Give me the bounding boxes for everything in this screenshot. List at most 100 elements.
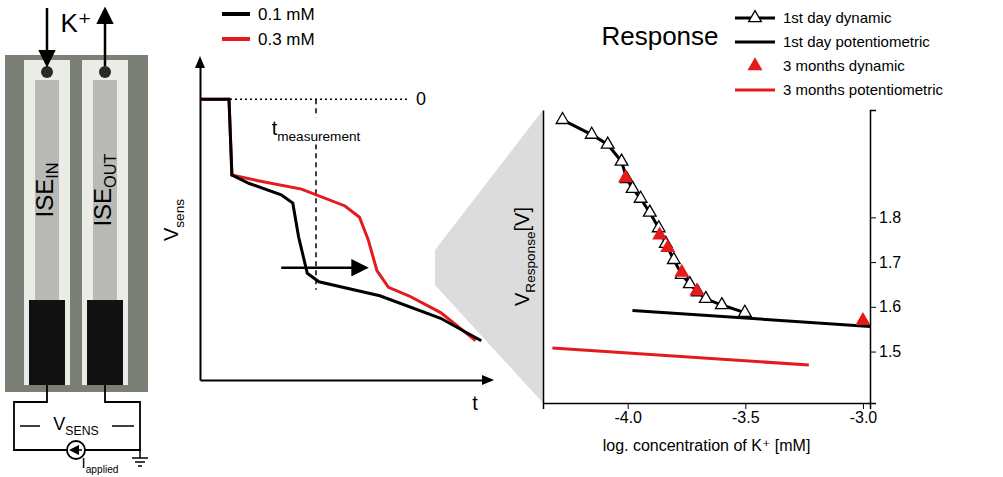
measurement-label: tmeasurement	[272, 117, 361, 144]
legend-swatch	[749, 59, 762, 70]
data-point	[683, 277, 696, 288]
legend-swatch	[222, 12, 250, 16]
data-point	[634, 191, 647, 202]
data-point	[601, 137, 614, 148]
current-arrow	[71, 449, 82, 451]
tick-mark	[870, 352, 876, 353]
data-point	[585, 127, 598, 138]
x-axis	[201, 380, 491, 381]
text-part: [V]	[511, 207, 533, 231]
text-part: ISE	[31, 179, 58, 218]
chart-title: Response	[601, 21, 718, 51]
axis-arrowhead	[482, 375, 494, 385]
text-part: V	[53, 414, 65, 434]
text-part: applied	[86, 464, 119, 475]
strip	[24, 60, 70, 385]
inlet-hole	[99, 66, 111, 78]
strip	[82, 60, 128, 385]
y-tick: 1.7	[870, 254, 901, 271]
axis-line	[543, 111, 545, 404]
photo-background	[5, 55, 148, 392]
tick-mark	[870, 307, 876, 308]
tick-mark	[870, 217, 876, 218]
axis-line	[201, 380, 491, 382]
contact-pad	[87, 300, 123, 385]
y-axis: 1.51.61.71.8	[870, 111, 901, 404]
inlet-hole	[41, 66, 53, 78]
tick-label: -4.0	[614, 409, 642, 426]
tick-label: -3.0	[850, 409, 878, 426]
x-axis-title: t	[472, 392, 478, 414]
data-point	[626, 181, 639, 192]
flow-arrow-in	[46, 8, 49, 64]
x-tick: -3.0	[850, 403, 878, 426]
series-line	[200, 99, 481, 340]
data-point	[619, 171, 632, 182]
y-axis-title: Vsens	[160, 199, 187, 241]
series-line	[563, 120, 745, 313]
legend-label: 3 months potentiometric	[783, 81, 944, 98]
text-part: Response	[523, 231, 538, 292]
axis-arrowhead	[195, 56, 205, 68]
strip-label: ISEIN	[31, 163, 61, 218]
legend-label: 0.3 mM	[258, 30, 315, 49]
plot-area	[200, 99, 481, 340]
tick-mark	[628, 403, 629, 409]
data-point	[857, 313, 870, 324]
axis-line	[871, 111, 877, 404]
zoom-wedge	[435, 110, 543, 403]
data-point	[738, 305, 751, 316]
contact-pad	[29, 300, 65, 385]
legend-swatch	[735, 41, 775, 44]
tick-mark	[745, 403, 746, 409]
legend-swatch	[222, 37, 250, 41]
data-point	[667, 253, 680, 264]
label-background	[270, 117, 363, 144]
text-part: ISE	[89, 188, 116, 227]
legend-swatch	[735, 89, 775, 92]
text-part: sens	[172, 199, 187, 228]
text-part: IN	[44, 163, 62, 179]
legend-label: 1st day dynamic	[783, 9, 892, 26]
axis-line	[200, 61, 202, 381]
series-line	[200, 99, 476, 340]
strip-label: ISEOUT	[89, 153, 119, 226]
current-label: Iapplied	[81, 454, 118, 475]
text-part: V	[511, 292, 533, 306]
y-axis-title: VResponse[V]	[511, 207, 538, 306]
reference-line	[200, 99, 410, 101]
shift-arrow	[281, 266, 365, 269]
ion-label: K⁺	[60, 8, 91, 38]
data-point	[715, 298, 728, 309]
axis-line	[544, 404, 871, 410]
y-tick: 1.5	[870, 343, 901, 360]
legend-label: 0.1 mM	[258, 5, 315, 24]
series-line	[632, 310, 870, 326]
flow-arrow-out	[104, 10, 107, 66]
tick-label: -3.5	[732, 409, 760, 426]
legend-label: 1st day potentiometric	[783, 33, 930, 50]
y-tick: 1.6	[870, 298, 901, 315]
tick-mark	[863, 403, 864, 409]
figure: ISEINISEOUTK⁺VSENSIappliedVsenst0tmeasur…	[0, 0, 1003, 477]
tick-label: 1.5	[879, 343, 901, 360]
data-point	[661, 240, 674, 251]
sensor-photo: ISEINISEOUTK⁺VSENSIapplied	[5, 8, 148, 475]
tick-label: 1.6	[879, 298, 901, 315]
data-point	[691, 285, 704, 296]
data-point	[653, 228, 666, 239]
text-part: V	[160, 227, 182, 241]
text-part: measurement	[277, 129, 360, 144]
y-axis	[200, 61, 201, 381]
schematic-chart: Vsenst0tmeasurement0.1 mM0.3 mM	[160, 5, 494, 414]
voltage-label: VSENS	[53, 414, 98, 438]
data-point	[556, 113, 569, 124]
data-point	[643, 205, 656, 216]
data-point	[690, 284, 703, 295]
data-point	[675, 265, 688, 276]
tick-label: 1.7	[879, 254, 901, 271]
text-part: OUT	[102, 153, 120, 187]
x-tick: -4.0	[614, 403, 642, 426]
legend-swatch	[749, 11, 762, 22]
frame-left	[543, 111, 544, 404]
